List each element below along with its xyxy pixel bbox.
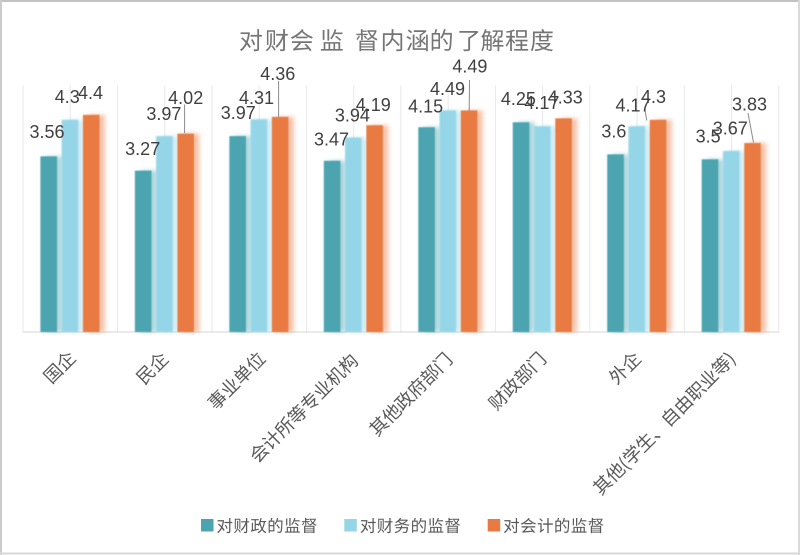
svg-text:4.17: 4.17 xyxy=(615,95,650,115)
svg-text:4.49: 4.49 xyxy=(452,57,487,77)
svg-text:4.49: 4.49 xyxy=(430,79,465,99)
svg-text:4.4: 4.4 xyxy=(78,83,103,103)
svg-text:3.27: 3.27 xyxy=(125,139,160,159)
svg-text:4.31: 4.31 xyxy=(239,88,274,108)
svg-text:4.15: 4.15 xyxy=(408,96,443,116)
svg-text:4.17: 4.17 xyxy=(524,93,559,113)
svg-text:4.36: 4.36 xyxy=(260,64,295,84)
svg-text:3.47: 3.47 xyxy=(314,130,349,150)
svg-text:4.3: 4.3 xyxy=(55,87,80,107)
svg-text:4.25: 4.25 xyxy=(501,89,536,109)
svg-text:3.94: 3.94 xyxy=(335,106,370,126)
svg-text:3.67: 3.67 xyxy=(713,118,748,138)
svg-text:3.97: 3.97 xyxy=(146,104,181,124)
svg-text:4.19: 4.19 xyxy=(356,95,391,115)
svg-text:3.83: 3.83 xyxy=(732,94,767,114)
svg-text:4.3: 4.3 xyxy=(641,87,666,107)
svg-text:4.02: 4.02 xyxy=(168,88,203,108)
svg-text:4.33: 4.33 xyxy=(548,88,583,108)
svg-text:3.97: 3.97 xyxy=(221,103,256,123)
svg-text:3.5: 3.5 xyxy=(696,127,721,147)
svg-text:3.56: 3.56 xyxy=(29,122,64,142)
svg-text:3.6: 3.6 xyxy=(601,121,626,141)
